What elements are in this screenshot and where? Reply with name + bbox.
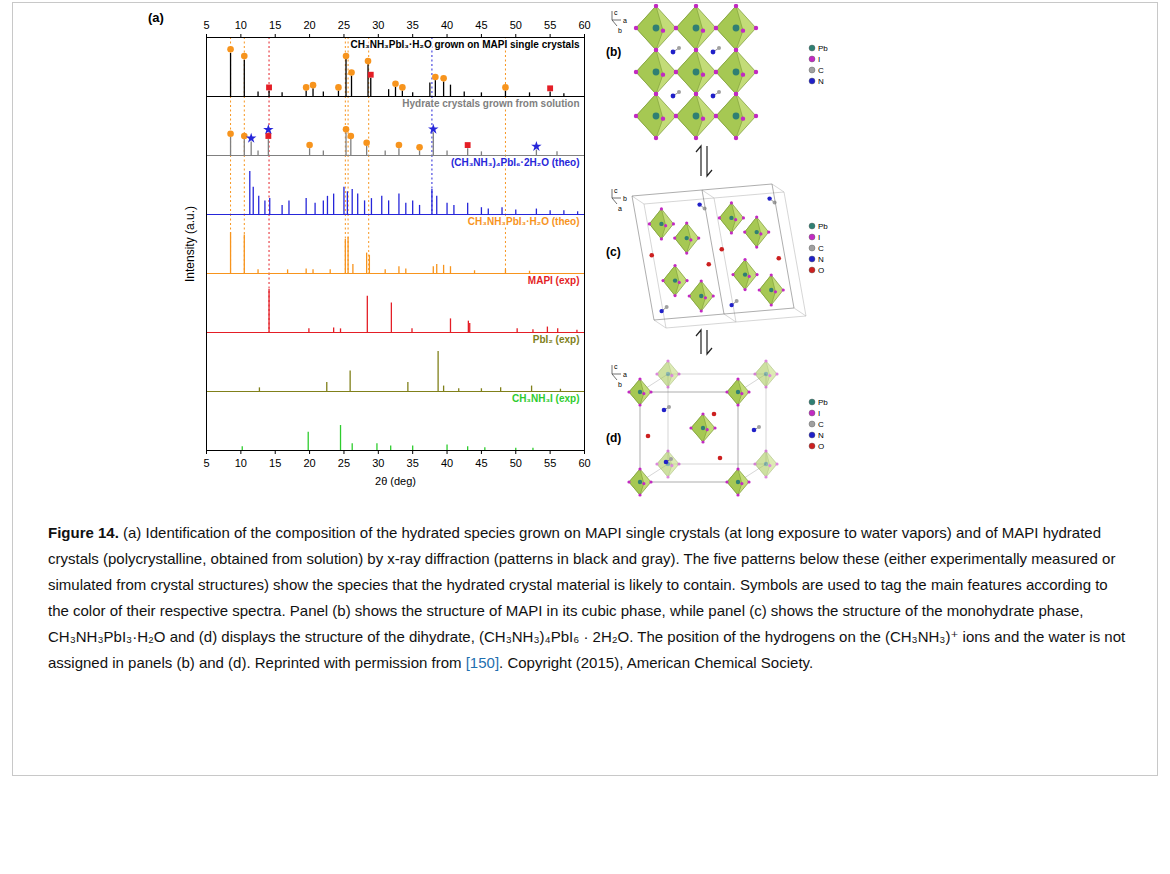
svg-text:40: 40 bbox=[441, 457, 453, 469]
svg-text:5: 5 bbox=[203, 19, 209, 31]
svg-text:45: 45 bbox=[475, 457, 487, 469]
svg-text:PbI₂ (exp): PbI₂ (exp) bbox=[533, 334, 580, 345]
svg-text:c: c bbox=[614, 187, 618, 194]
svg-text:I: I bbox=[818, 233, 820, 242]
svg-text:30: 30 bbox=[372, 19, 384, 31]
svg-text:10: 10 bbox=[235, 457, 247, 469]
svg-text:Pb: Pb bbox=[818, 44, 828, 53]
svg-text:60: 60 bbox=[578, 457, 590, 469]
svg-text:I: I bbox=[818, 55, 820, 64]
svg-text:c: c bbox=[614, 9, 618, 16]
svg-text:35: 35 bbox=[407, 457, 419, 469]
svg-text:MAPI (exp): MAPI (exp) bbox=[528, 275, 580, 286]
svg-text:20: 20 bbox=[303, 19, 315, 31]
svg-text:C: C bbox=[818, 420, 824, 429]
svg-text:O: O bbox=[818, 442, 824, 451]
svg-text:(b): (b) bbox=[606, 45, 621, 59]
svg-text:I: I bbox=[818, 409, 820, 418]
svg-text:b: b bbox=[618, 381, 622, 388]
svg-text:C: C bbox=[818, 244, 824, 253]
svg-text:45: 45 bbox=[475, 19, 487, 31]
svg-text:b: b bbox=[618, 27, 622, 34]
svg-text:2θ (deg): 2θ (deg) bbox=[375, 475, 416, 487]
svg-text:Intensity (a.u.): Intensity (a.u.) bbox=[183, 206, 197, 282]
svg-text:N: N bbox=[818, 77, 824, 86]
html-text:(a): (a) bbox=[148, 10, 164, 25]
svg-text:10: 10 bbox=[235, 19, 247, 31]
svg-text:C: C bbox=[818, 66, 824, 75]
svg-text:(d): (d) bbox=[606, 431, 621, 445]
svg-text:CH₃NH₃PbI₃·H₂O (theo): CH₃NH₃PbI₃·H₂O (theo) bbox=[468, 216, 580, 227]
svg-text:a: a bbox=[623, 17, 627, 24]
svg-text:50: 50 bbox=[510, 457, 522, 469]
svg-text:25: 25 bbox=[338, 457, 350, 469]
svg-text:CH₃NH₃PbI₃·H₂O grown on MAPI s: CH₃NH₃PbI₃·H₂O grown on MAPI single crys… bbox=[351, 39, 580, 50]
svg-text:15: 15 bbox=[269, 457, 281, 469]
svg-text:20: 20 bbox=[303, 457, 315, 469]
svg-text:Hydrate crystals grown from so: Hydrate crystals grown from solution bbox=[402, 98, 579, 109]
svg-text:5: 5 bbox=[203, 457, 209, 469]
svg-text:(CH₃NH₃)₄PbI₆·2H₂O (theo): (CH₃NH₃)₄PbI₆·2H₂O (theo) bbox=[451, 157, 580, 168]
svg-text:55: 55 bbox=[544, 457, 556, 469]
svg-text:a: a bbox=[618, 205, 622, 212]
svg-text:c: c bbox=[614, 363, 618, 370]
svg-text:CH₃NH₃I (exp): CH₃NH₃I (exp) bbox=[512, 393, 580, 404]
svg-text:b: b bbox=[623, 195, 627, 202]
html-text:Figure 14. (a) Identification: Figure 14. (a) Identification of the com… bbox=[48, 524, 1126, 671]
svg-text:a: a bbox=[623, 371, 627, 378]
svg-text:15: 15 bbox=[269, 19, 281, 31]
svg-text:O: O bbox=[818, 266, 824, 275]
svg-text:35: 35 bbox=[407, 19, 419, 31]
svg-text:50: 50 bbox=[510, 19, 522, 31]
svg-text:60: 60 bbox=[578, 19, 590, 31]
svg-text:N: N bbox=[818, 255, 824, 264]
svg-text:(c): (c) bbox=[606, 245, 621, 259]
svg-text:30: 30 bbox=[372, 457, 384, 469]
svg-text:Pb: Pb bbox=[818, 222, 828, 231]
svg-text:55: 55 bbox=[544, 19, 556, 31]
svg-text:40: 40 bbox=[441, 19, 453, 31]
svg-text:N: N bbox=[818, 431, 824, 440]
svg-text:25: 25 bbox=[338, 19, 350, 31]
svg-text:Pb: Pb bbox=[818, 398, 828, 407]
